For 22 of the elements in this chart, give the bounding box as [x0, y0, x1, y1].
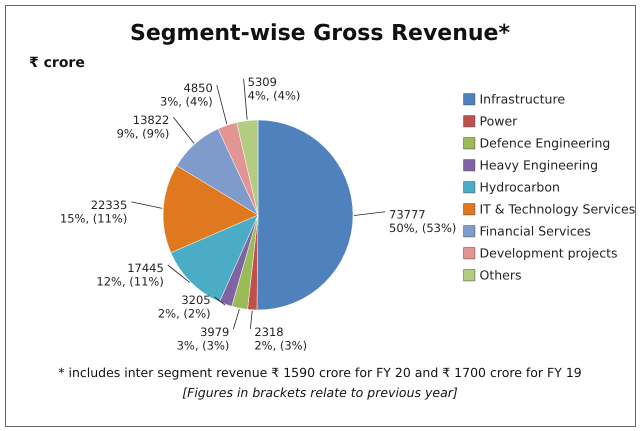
data-label: 4850 3%, (4%) [160, 81, 213, 109]
legend-label: Others [480, 267, 522, 282]
legend-label: Power [480, 113, 518, 128]
text: * includes inter segment revenue ₹ 1590 crore for FY 20 and ₹ 1700 crore for FY 19 [58, 365, 582, 380]
chart-title: Segment-wise Gross Revenue* [130, 21, 510, 46]
data-label: 3979 3%, (3%) [176, 325, 230, 352]
text: [Figures in brackets relate to previous year] [182, 385, 458, 400]
data-label: 22335 15%, (11%) [60, 198, 128, 226]
data-label: 73777 50%, (53%) [389, 208, 456, 236]
data-label: 2318 2%, (3%) [254, 325, 308, 352]
chart-subtitle: ₹ crore [29, 55, 85, 71]
data-label: 13822 9%, (9%) [116, 113, 170, 141]
data-label: 3205 2%, (2%) [158, 293, 211, 320]
legend-label: Financial Services [480, 223, 591, 238]
legend-label: Hydrocarbon [480, 179, 560, 194]
legend-label: Heavy Engineering [480, 157, 598, 172]
data-label: 17445 12%, (11%) [96, 261, 164, 288]
legend-label: IT & Technology Services [480, 201, 636, 216]
legend-label: Development projects [480, 245, 618, 260]
legend-label: Infrastructure [480, 91, 566, 106]
data-label: 5309 4%, (4%) [248, 74, 300, 102]
legend-label: Defence Engineering [480, 135, 610, 150]
